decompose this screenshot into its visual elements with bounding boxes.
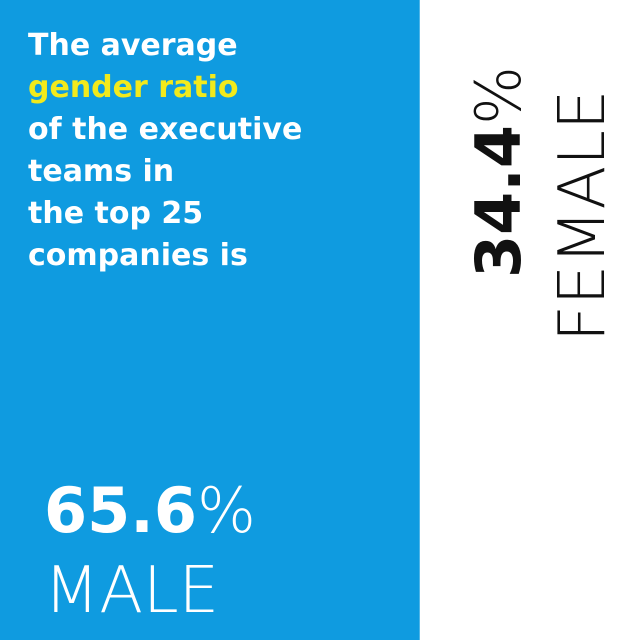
- title-line: The average: [28, 28, 238, 63]
- segment: [0, 0, 420, 640]
- value-label: 65.6%: [44, 474, 256, 547]
- title-line: gender ratio: [28, 70, 239, 105]
- title-line: teams in: [28, 154, 174, 189]
- title-line: the top 25: [28, 196, 203, 231]
- title-line: of the executive: [28, 112, 302, 147]
- texts: 65.6%MALE 34.4% FEMALE The average gender ra…: [28, 28, 620, 628]
- series-name: MALE: [44, 554, 219, 628]
- series-name: FEMALE: [546, 90, 620, 342]
- title-line: companies is: [28, 238, 248, 273]
- value-label: 34.4%: [462, 66, 535, 278]
- segment: [419, 0, 640, 640]
